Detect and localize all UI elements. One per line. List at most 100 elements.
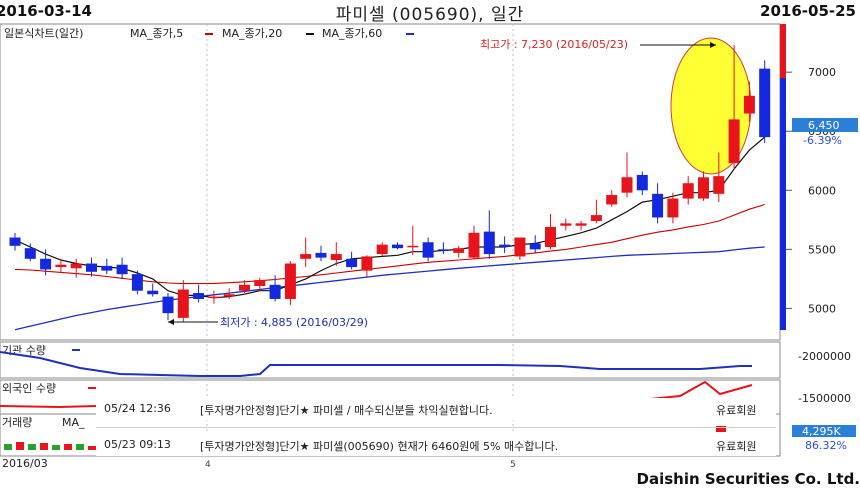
- candle-body: [514, 237, 526, 257]
- candle-body: [70, 263, 82, 269]
- axis-up-bar: [780, 24, 786, 78]
- price-tick-label: 5500: [808, 243, 836, 256]
- candle-body: [9, 237, 21, 246]
- legend-ma20: MA_종가,20: [222, 27, 282, 40]
- candle-body: [698, 177, 709, 199]
- end-date: 2016-05-25: [760, 2, 856, 20]
- inst-tick-1: -2000000: [798, 350, 851, 363]
- candle-body: [55, 264, 67, 268]
- candle-body: [193, 293, 205, 299]
- price-box: [792, 118, 858, 132]
- candle-body: [636, 174, 648, 191]
- foreign-label: 외국인 수량: [2, 382, 56, 395]
- low-arrowhead: [168, 319, 174, 325]
- footer-brand: Daishin Securities Co. Ltd.: [636, 470, 860, 488]
- axis-month-may: 5: [510, 460, 516, 470]
- candle-body: [453, 248, 465, 253]
- news-divider: [96, 427, 776, 428]
- candle-body: [254, 280, 266, 286]
- candle-body: [177, 289, 189, 318]
- candle-body: [315, 252, 327, 258]
- candle-body: [361, 256, 373, 271]
- ma5-line: [14, 136, 766, 299]
- inst-tick-2: -1500000: [798, 392, 851, 405]
- candle-body: [606, 195, 618, 205]
- news-time-2: 05/23 09:13: [104, 438, 171, 451]
- candle-body: [239, 284, 250, 291]
- news-text-1[interactable]: [투자명가안정형]단기★ 파미셀 / 매수되신분들 차익실현합니다.: [200, 404, 493, 417]
- candle-body: [652, 193, 664, 218]
- candle-body: [162, 296, 174, 314]
- price-axis: 50005500600065007000: [786, 66, 836, 315]
- candle-body: [147, 290, 159, 295]
- candle-body: [86, 263, 97, 272]
- candle-body: [284, 263, 296, 299]
- news-text-2[interactable]: [투자명가안정형]단기★ 파미셀(005690) 현재가 6460원에 5% 매…: [200, 440, 559, 453]
- candle-body: [590, 215, 602, 222]
- candle-body: [545, 226, 556, 247]
- high-arrowhead: [710, 42, 716, 48]
- price-tick-label: 5000: [808, 302, 836, 315]
- candle-body: [529, 243, 541, 250]
- volume-ma-label: MA_: [62, 416, 85, 429]
- legend-ma60: MA_종가,60: [322, 27, 382, 40]
- axis-down-bar: [780, 78, 786, 330]
- candle-body: [101, 265, 113, 271]
- chart-title: 파미셀 (005690), 일간: [335, 5, 525, 25]
- candles-group: [9, 45, 771, 322]
- candle-body: [116, 264, 128, 275]
- volume-label: 거래량: [2, 416, 32, 429]
- price-box-value: 6,450: [808, 119, 840, 132]
- legend-ma5: MA_종가,5: [130, 27, 183, 40]
- candle-body: [392, 244, 403, 249]
- candle-body: [575, 223, 587, 226]
- price-tick-label: 6000: [808, 184, 836, 197]
- candle-body: [208, 296, 220, 299]
- candle-body: [269, 284, 281, 299]
- candle-body: [300, 254, 312, 259]
- candle-body: [24, 248, 36, 259]
- volume-bar-recent: [716, 426, 726, 432]
- candle-body: [483, 231, 495, 255]
- candle-body: [468, 232, 480, 258]
- candle-body: [759, 68, 771, 138]
- price-tick-label: 7000: [808, 66, 836, 79]
- high-annotation: 최고가 : 7,230 (2016/05/23): [480, 38, 628, 51]
- candle-body: [40, 258, 52, 270]
- candle-body: [743, 95, 755, 114]
- candle-body: [560, 223, 572, 226]
- price-panel-frame: [0, 23, 781, 341]
- candle-body: [346, 258, 358, 268]
- news-tag-2: 유료회원: [716, 440, 757, 453]
- candle-body: [667, 198, 679, 218]
- candle-body: [422, 242, 434, 258]
- volume-pct: 86.32%: [805, 439, 847, 452]
- candle-body: [376, 244, 388, 255]
- candle-body: [728, 119, 740, 164]
- start-date: 2016-03-14: [0, 2, 92, 20]
- candle-body: [499, 244, 511, 247]
- volume-bars: [4, 442, 96, 450]
- news-item-2[interactable]: 05/23 09:13 [투자명가안정형]단기★ 파미셀(005690) 현재가…: [96, 434, 776, 456]
- candle-body: [330, 254, 342, 260]
- volume-box: [792, 425, 856, 437]
- candle-body: [682, 183, 694, 199]
- candle-body: [131, 274, 143, 291]
- price-box-change: -6.39%: [803, 134, 842, 147]
- inst-line: [0, 351, 752, 377]
- candle-body: [223, 294, 235, 297]
- candle-body: [621, 177, 633, 193]
- low-annotation: 최저가 : 4,885 (2016/03/29): [220, 316, 368, 329]
- candle-body: [713, 176, 725, 194]
- candle-body: [437, 249, 449, 251]
- volume-value: 4,295K: [802, 425, 841, 438]
- candle-body: [407, 245, 419, 248]
- news-item-1[interactable]: 05/24 12:36 [투자명가안정형]단기★ 파미셀 / 매수되신분들 차익…: [96, 398, 776, 420]
- inst-panel-frame: [0, 341, 781, 379]
- news-tag-1: 유료회원: [716, 404, 757, 417]
- axis-start-label: 2016/03: [2, 457, 48, 470]
- legend-main: 일본식차트(일간): [4, 26, 83, 40]
- ma60-line: [14, 246, 765, 331]
- axis-month-apr: 4: [205, 460, 211, 470]
